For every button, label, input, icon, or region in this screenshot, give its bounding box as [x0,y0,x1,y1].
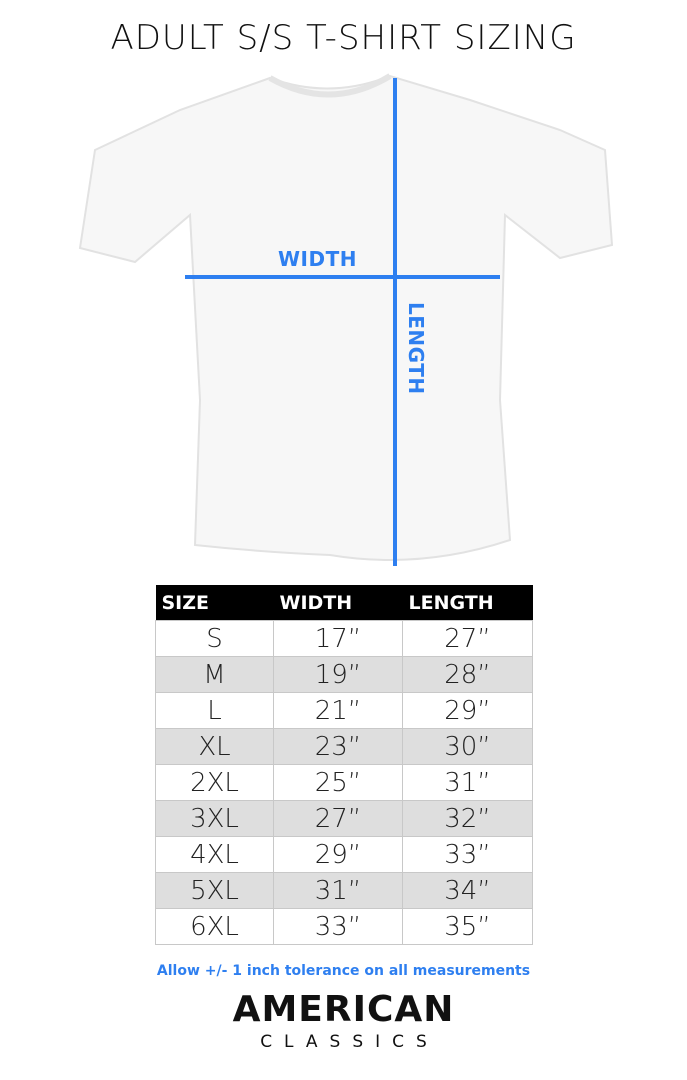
length-label: LENGTH [404,302,428,395]
header-length: LENGTH [402,585,533,621]
cell-size: 2XL [155,764,274,801]
table-row: L 21” 29” [155,692,533,729]
cell-length: 27” [402,620,533,657]
table-row: 5XL 31” 34” [155,872,533,909]
tshirt-illustration [78,73,614,566]
cell-size: M [155,656,274,693]
cell-width: 31” [273,872,403,909]
cell-width: 21” [273,692,403,729]
cell-length: 33” [402,836,533,873]
logo-classics: CLASSICS [260,1032,439,1052]
size-table: SIZE WIDTH LENGTH S 17” 27” M 19” 28” L 21” 29” X… [155,585,533,945]
table-row: XL 23” 30” [155,728,533,765]
cell-size: S [155,620,274,657]
table-row: 2XL 25” 31” [155,764,533,801]
cell-size: 3XL [155,800,274,837]
table-header: SIZE WIDTH LENGTH [155,585,533,621]
cell-length: 29” [402,692,533,729]
table-row: 6XL 33” 35” [155,908,533,945]
header-size: SIZE [155,585,274,621]
table-row: M 19” 28” [155,656,533,693]
width-label: WIDTH [278,247,357,271]
cell-width: 33” [273,908,403,945]
page-title: ADULT S/S T-SHIRT SIZING [110,18,577,58]
cell-length: 34” [402,872,533,909]
header-width: WIDTH [273,585,403,621]
cell-width: 19” [273,656,403,693]
cell-length: 35” [402,908,533,945]
cell-size: 6XL [155,908,274,945]
cell-width: 23” [273,728,403,765]
tshirt-shape [78,74,614,561]
tolerance-note: Allow +/- 1 inch tolerance on all measur… [156,963,531,979]
collar [268,73,392,98]
cell-width: 29” [273,836,403,873]
cell-length: 32” [402,800,533,837]
cell-width: 27” [273,800,403,837]
cell-size: 5XL [155,872,274,909]
cell-length: 30” [402,728,533,765]
cell-size: XL [155,728,274,765]
table-row: S 17” 27” [155,620,533,657]
cell-size: 4XL [155,836,274,873]
cell-width: 25” [273,764,403,801]
table-row: 4XL 29” 33” [155,836,533,873]
cell-length: 31” [402,764,533,801]
cell-width: 17” [273,620,403,657]
logo-american: AMERICAN [232,989,455,1030]
table-row: 3XL 27” 32” [155,800,533,837]
cell-size: L [155,692,274,729]
cell-length: 28” [402,656,533,693]
